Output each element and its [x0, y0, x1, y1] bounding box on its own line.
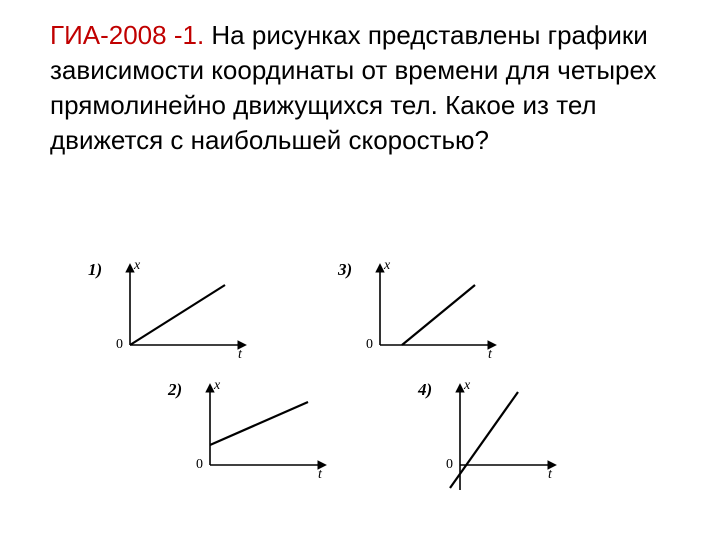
axis-x-label: t	[238, 347, 242, 363]
graph-2: 2)xt0	[190, 380, 330, 485]
graph-label-4: 4)	[418, 380, 432, 400]
graphs-panel: 1)xt03)xt02)xt04)xt0	[110, 260, 640, 530]
origin-label: 0	[196, 457, 203, 473]
axis-x-label: t	[318, 467, 322, 483]
axis-y-label: x	[134, 258, 140, 274]
graph-1: 1)xt0	[110, 260, 250, 365]
question-lead: ГИА-2008 -1.	[50, 20, 204, 50]
graph-svg-4	[440, 380, 560, 495]
graph-svg-3	[360, 260, 500, 365]
origin-label: 0	[446, 457, 453, 473]
graph-label-2: 2)	[168, 380, 182, 400]
graph-4: 4)xt0	[440, 380, 560, 495]
graph-label-1: 1)	[88, 260, 102, 280]
graph-label-3: 3)	[338, 260, 352, 280]
axis-y-label: x	[464, 378, 470, 394]
question-text: ГИА-2008 -1. На рисунках представлены гр…	[50, 18, 670, 158]
axis-x-label: t	[488, 347, 492, 363]
origin-label: 0	[116, 337, 123, 353]
axis-y-label: x	[214, 378, 220, 394]
origin-label: 0	[366, 337, 373, 353]
axis-x-label: t	[548, 467, 552, 483]
graph-svg-2	[190, 380, 330, 485]
graph-svg-1	[110, 260, 250, 365]
axis-y-label: x	[384, 258, 390, 274]
graph-3: 3)xt0	[360, 260, 500, 365]
